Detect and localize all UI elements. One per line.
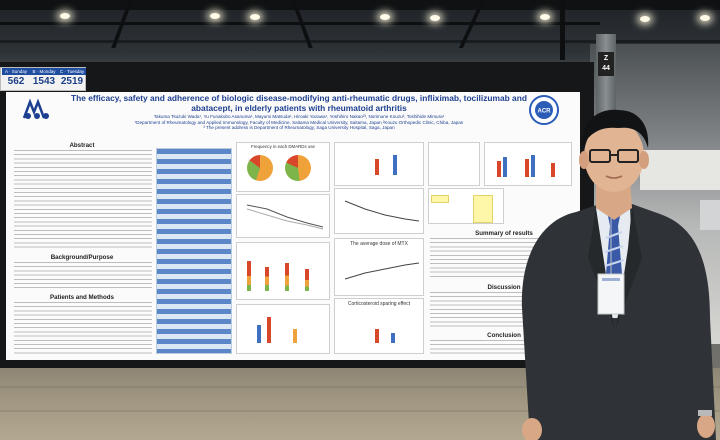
pie-chart bbox=[285, 155, 311, 181]
chart-panel bbox=[334, 188, 424, 234]
cell-label: A · Sunday bbox=[2, 68, 30, 75]
bar bbox=[531, 155, 535, 177]
survival-chart-panel bbox=[428, 142, 480, 186]
poster-authors: Takuma Tsuzuki Wada¹, Yu Funakubo Asanum… bbox=[64, 114, 534, 131]
line-chart bbox=[246, 204, 324, 230]
result-bar-panel bbox=[484, 142, 572, 186]
section-heading-patients: Patients and Methods bbox=[50, 294, 114, 301]
abstract-text-block bbox=[14, 150, 152, 250]
pie-chart bbox=[247, 155, 273, 181]
bar-group bbox=[245, 255, 325, 291]
section-heading-conclusion: Conclusion bbox=[487, 332, 521, 339]
hall-booth bbox=[700, 200, 720, 230]
floor-seam bbox=[0, 386, 720, 388]
bar bbox=[503, 157, 507, 177]
bar bbox=[551, 163, 555, 177]
ceiling-light bbox=[430, 15, 440, 21]
bar bbox=[375, 159, 379, 175]
chart-panel bbox=[334, 142, 424, 186]
line-chart-panel bbox=[236, 194, 330, 238]
line-chart bbox=[344, 262, 420, 280]
background-text-block bbox=[14, 262, 152, 288]
corticosteroid-panel: Corticosteroid sparing effect bbox=[334, 298, 424, 354]
bar bbox=[285, 263, 289, 291]
chart-title-mtx: The average dose of MTX bbox=[350, 241, 408, 247]
present-address: ³ The present address is Department of R… bbox=[203, 125, 395, 131]
highlight-cell bbox=[431, 195, 449, 203]
university-logo-icon bbox=[22, 98, 49, 119]
section-heading-background: Background/Purpose bbox=[50, 254, 114, 261]
cell-label: B · Monday bbox=[30, 68, 58, 75]
bar bbox=[267, 317, 271, 343]
hall-wall bbox=[640, 150, 720, 190]
ceiling-light bbox=[380, 14, 390, 20]
bar bbox=[497, 161, 501, 177]
bar bbox=[257, 325, 261, 343]
ceiling-truss bbox=[0, 0, 720, 10]
ceiling-light bbox=[210, 13, 220, 19]
ceiling-light bbox=[640, 16, 650, 22]
section-heading-abstract: Abstract bbox=[69, 142, 95, 149]
patient-characteristics-table bbox=[156, 148, 232, 354]
board-number-sign: A · Sunday 562 B · Monday 1543 C · Tuesd… bbox=[0, 67, 86, 91]
mtx-dose-panel: The average dose of MTX bbox=[334, 238, 424, 296]
cell-value: 562 bbox=[7, 76, 25, 87]
cell-value: 1543 bbox=[32, 76, 56, 87]
acr-logo-icon: ACR bbox=[529, 95, 559, 125]
cell-label: C · Tuesday bbox=[58, 68, 86, 75]
ceiling-truss bbox=[0, 40, 720, 43]
frequency-pie-panel: Frequency in each DMARDs use bbox=[236, 142, 330, 192]
bar bbox=[525, 159, 529, 177]
board-number-cell: B · Monday 1543 bbox=[30, 68, 58, 90]
line-chart bbox=[344, 200, 420, 222]
bar bbox=[375, 329, 379, 343]
section-heading-summary: Summary of results bbox=[475, 230, 533, 237]
highlight-cell bbox=[473, 195, 493, 223]
chart-title-corticosteroid: Corticosteroid sparing effect bbox=[347, 301, 411, 307]
floor-seam bbox=[0, 410, 720, 412]
ceiling-truss bbox=[560, 0, 565, 60]
bar-chart-panel bbox=[236, 242, 330, 300]
bottom-bar-panel bbox=[236, 304, 330, 354]
author-list: Takuma Tsuzuki Wada¹, Yu Funakubo Asanum… bbox=[153, 114, 445, 119]
ceiling-light bbox=[700, 15, 710, 21]
pillar-sign: Z 44 bbox=[598, 52, 614, 76]
ceiling-light bbox=[250, 14, 260, 20]
board-number-cell: A · Sunday 562 bbox=[2, 68, 30, 90]
bar bbox=[391, 333, 395, 343]
bar bbox=[247, 261, 251, 291]
bar bbox=[305, 269, 309, 291]
patients-text-block bbox=[14, 302, 152, 356]
adherence-table-panel bbox=[428, 188, 504, 224]
ceiling-light bbox=[60, 13, 70, 19]
bar bbox=[265, 267, 269, 291]
chart-title-frequency: Frequency in each DMARDs use bbox=[251, 144, 315, 149]
section-heading-discussion: Discussion bbox=[487, 284, 521, 291]
affiliations: ¹Department of Rheumatology and Applied … bbox=[134, 119, 464, 125]
board-number-cell: C · Tuesday 2519 bbox=[58, 68, 86, 90]
ceiling-light bbox=[540, 14, 550, 20]
bar bbox=[293, 329, 297, 343]
research-poster: The efficacy, safety and adherence of bi… bbox=[6, 92, 580, 360]
acr-logo-text: ACR bbox=[538, 109, 552, 115]
bar bbox=[393, 155, 397, 175]
cell-value: 2519 bbox=[60, 76, 84, 87]
poster-title: The efficacy, safety and adherence of bi… bbox=[71, 93, 527, 113]
presenter-person bbox=[521, 109, 716, 440]
